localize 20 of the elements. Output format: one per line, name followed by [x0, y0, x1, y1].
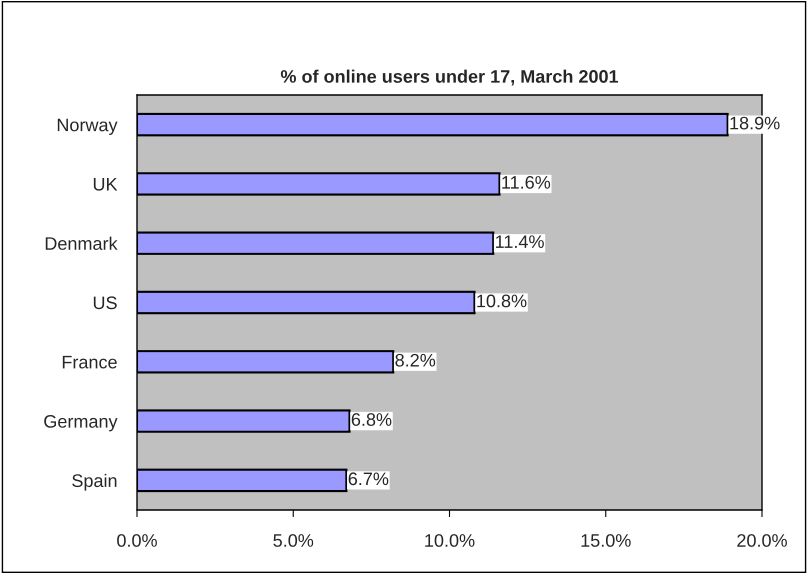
data-label: 6.7%: [348, 472, 388, 486]
data-label: 6.8%: [352, 413, 392, 426]
data-label: 10.8%: [477, 294, 526, 308]
y-tick-label: Norway: [58, 118, 118, 135]
x-tick-label: 15.0%: [582, 534, 631, 547]
y-tick-label: Germany: [44, 415, 118, 432]
data-label: 11.6%: [502, 176, 550, 189]
y-tick-label: US: [94, 296, 117, 310]
y-tick-label: Denmark: [46, 236, 118, 250]
x-tick-label: 10.0%: [425, 534, 474, 547]
x-tick-label: 5.0%: [273, 534, 314, 547]
chart-title: % of online users under 17, March 2001: [280, 70, 618, 86]
y-tick-label: France: [62, 356, 117, 369]
x-tick-label: 20.0%: [737, 534, 787, 547]
data-label: 11.4%: [496, 235, 544, 248]
y-tick-label: Spain: [72, 474, 116, 491]
data-label: 8.2%: [395, 354, 436, 367]
x-tick-label: 0.0%: [117, 534, 157, 547]
data-label: 18.9%: [730, 116, 780, 130]
y-tick-label: UK: [94, 178, 118, 191]
